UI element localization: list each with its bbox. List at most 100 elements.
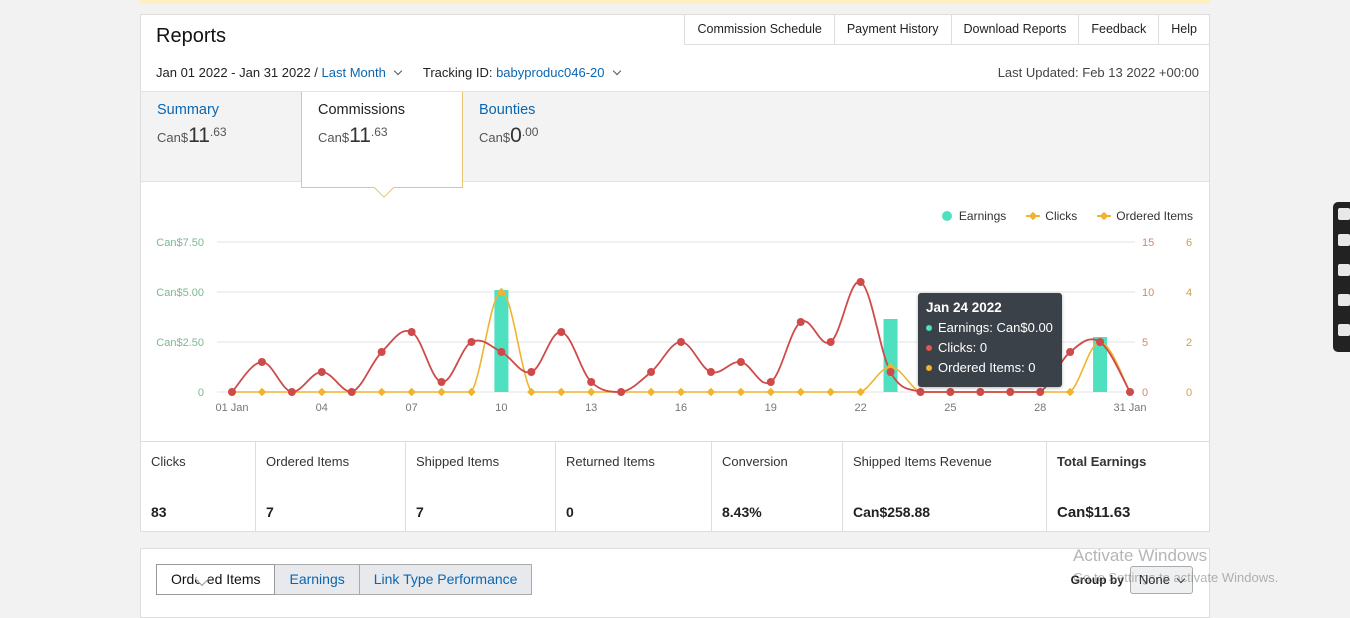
y-right-clicks-tick-label: 15 <box>1142 237 1154 249</box>
y-left-tick-label: Can$7.50 <box>156 237 204 249</box>
gear-icon[interactable] <box>1338 324 1350 336</box>
x-tick-label: 31 Jan <box>1113 402 1146 414</box>
chart-svg: 0 0 0 Can$2.50 5 2 Can$5.00 10 4 Can$7.50 15 6 01 Ja… <box>156 237 1192 414</box>
clicks-point <box>1036 388 1045 396</box>
details-card: Ordered Items Earnings Link Type Perform… <box>140 548 1210 618</box>
payment-history-link[interactable]: Payment History <box>834 14 952 45</box>
stat-returned-items: Returned Items 0 <box>556 442 712 532</box>
clicks-point <box>407 328 416 336</box>
watermark-line2: Go to Settings to activate Windows. <box>1073 570 1279 585</box>
date-range: Jan 01 2022 - Jan 31 2022 / <box>156 65 318 80</box>
clicks-point <box>1066 348 1075 356</box>
earnings-swatch <box>941 211 952 221</box>
legend-ordered-label: Ordered Items <box>1116 209 1193 223</box>
commission-schedule-link[interactable]: Commission Schedule <box>684 14 835 45</box>
ordered-swatch <box>1097 211 1112 221</box>
clicks-point <box>257 358 266 366</box>
y-right-ordered-tick-label: 0 <box>1186 387 1192 399</box>
tab-summary-label: Summary <box>157 102 220 118</box>
ordered-items-point <box>676 387 686 397</box>
tab-commissions-label: Commissions <box>318 102 406 118</box>
square-icon[interactable] <box>1338 264 1350 276</box>
group-by-value: None <box>1138 572 1170 587</box>
star-icon[interactable] <box>1338 208 1350 220</box>
tab-bounties[interactable]: Bounties Can$0.00 <box>463 92 623 182</box>
ordered-items-point <box>856 387 865 397</box>
stat-shipped-revenue: Shipped Items Revenue Can$258.88 <box>843 442 1047 532</box>
clicks-point <box>796 318 805 326</box>
windows-watermark: Activate Windows Go to Settings to activ… <box>1073 546 1278 585</box>
chevron-down-icon[interactable] <box>393 66 403 76</box>
tooltip-title: Jan 24 2022 <box>926 300 1002 315</box>
clicks-point <box>736 358 745 366</box>
ordered-items-point <box>437 387 446 397</box>
x-tick-label: 01 Jan <box>215 402 248 414</box>
clicks-point <box>287 388 296 396</box>
y-right-clicks-tick-label: 0 <box>1142 387 1148 399</box>
legend-earnings-label: Earnings <box>958 209 1007 223</box>
clicks-point <box>976 388 985 396</box>
x-tick-label: 07 <box>405 402 417 414</box>
commissions-chart: 0 0 0 Can$2.50 5 2 Can$5.00 10 4 Can$7.50 15 6 01 Ja… <box>141 183 1209 441</box>
tab-ordered-items[interactable]: Ordered Items <box>156 564 276 595</box>
x-tick-label: 10 <box>495 402 507 414</box>
tab-link-type-performance[interactable]: Link Type Performance <box>359 564 533 595</box>
y-right-ordered-tick-label: 6 <box>1186 237 1192 249</box>
y-right-ordered-tick-label: 2 <box>1186 337 1192 349</box>
tab-commissions[interactable]: Commissions Can$11.63 <box>301 92 463 198</box>
last-updated: Last Updated: Feb 13 2022 +00:00 <box>997 65 1199 80</box>
earnings-bar <box>1093 337 1108 392</box>
ordered-items-point <box>317 387 327 397</box>
clicks-point <box>347 388 356 396</box>
details-tabs: Ordered Items Earnings Link Type Perform… <box>156 564 533 595</box>
tracking-id-dropdown[interactable]: babyproduc046-20 <box>496 65 605 80</box>
side-toolbar <box>1333 202 1350 352</box>
clicks-point <box>706 368 715 376</box>
x-tick-label: 04 <box>316 402 328 414</box>
ordered-items-point <box>377 387 386 397</box>
clicks-point <box>587 378 596 386</box>
clicks-point <box>766 378 775 386</box>
group-by-label: Group by <box>1070 573 1124 587</box>
ordered-items-point <box>646 387 656 397</box>
ordered-items-point <box>766 387 776 397</box>
legend-ordered-items[interactable]: Ordered Items <box>1097 209 1193 223</box>
clicks-point <box>886 368 895 376</box>
gallery-icon[interactable] <box>1338 294 1350 306</box>
search-icon[interactable] <box>1338 234 1350 246</box>
tooltip-clicks: Clicks: 0 <box>926 338 1054 358</box>
group-by-select[interactable]: None <box>1129 566 1193 594</box>
y-right-clicks-tick-label: 5 <box>1142 337 1148 349</box>
ordered-items-point <box>586 387 596 397</box>
legend-clicks[interactable]: Clicks <box>1026 209 1077 223</box>
tab-summary-value: Can$11.63 <box>157 124 227 147</box>
x-tick-label: 16 <box>675 402 687 414</box>
tab-earnings[interactable]: Earnings <box>275 564 360 595</box>
period-dropdown[interactable]: Last Month <box>321 65 386 80</box>
clicks-point <box>437 378 446 386</box>
clicks-point <box>826 338 835 346</box>
y-left-tick-label: Can$2.50 <box>156 337 204 349</box>
clicks-point <box>856 278 865 286</box>
chevron-down-icon[interactable] <box>612 66 621 76</box>
ordered-items-point <box>407 387 416 397</box>
stat-clicks: Clicks 83 <box>141 442 256 532</box>
x-tick-label: 13 <box>585 402 597 414</box>
ordered-items-point <box>557 387 566 397</box>
y-right-clicks-tick-label: 10 <box>1142 287 1154 299</box>
clicks-point <box>377 348 386 356</box>
stat-conversion: Conversion 8.43% <box>712 442 843 532</box>
download-reports-link[interactable]: Download Reports <box>951 14 1080 45</box>
legend-earnings[interactable]: Earnings <box>941 209 1007 223</box>
tab-summary[interactable]: Summary Can$11.63 <box>141 92 301 182</box>
ordered-items-point <box>467 387 476 397</box>
clicks-point <box>557 328 566 336</box>
clicks-point <box>467 338 476 346</box>
clicks-point <box>527 368 536 376</box>
help-link[interactable]: Help <box>1159 14 1210 45</box>
feedback-link[interactable]: Feedback <box>1079 14 1160 45</box>
chart-legend: Earnings Clicks Ordered Items <box>922 209 1193 223</box>
ordered-items-point <box>706 387 716 397</box>
ordered-items-point <box>1065 387 1075 397</box>
tab-commissions-value: Can$11.63 <box>318 124 388 147</box>
